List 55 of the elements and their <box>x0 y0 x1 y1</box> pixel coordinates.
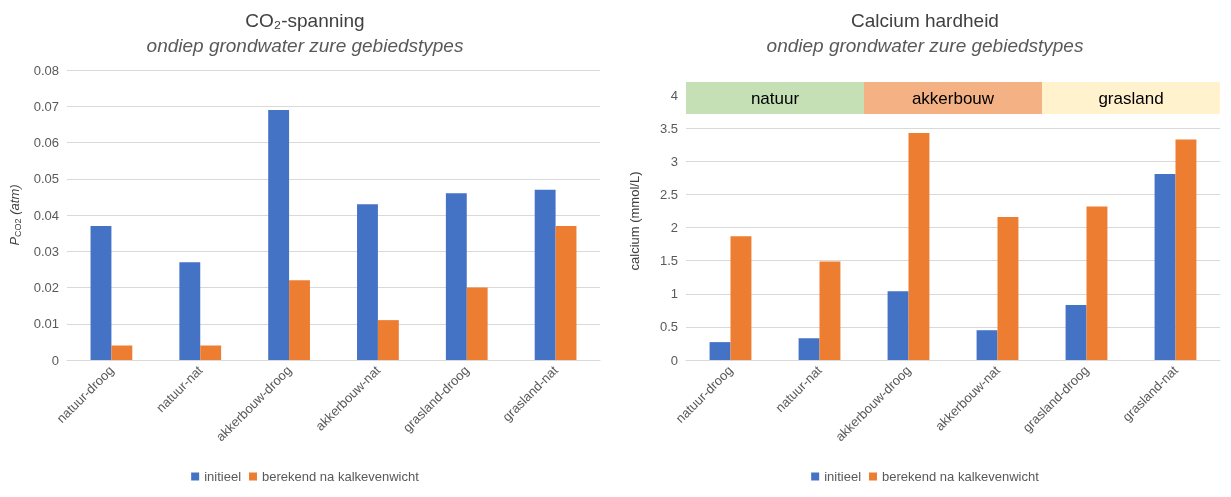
chart-title: Calcium hardheid <box>851 10 999 31</box>
y-tick-label: 0.07 <box>33 98 59 114</box>
bar <box>730 236 752 360</box>
y-tick-label: 4 <box>670 87 678 103</box>
bar <box>200 345 222 360</box>
legend-label: initieel <box>824 469 862 484</box>
legend-label: berekend na kalkevenwicht <box>262 469 420 484</box>
bar <box>534 189 556 360</box>
y-tick-label: 0.06 <box>33 135 59 150</box>
chart-subtitle: ondiep grondwater zure gebiedstypes <box>766 35 1084 56</box>
y-axis-title: calcium (mmol/L) <box>627 171 642 271</box>
bar <box>887 291 909 360</box>
band-label: natuur <box>750 88 800 108</box>
bar <box>819 261 841 360</box>
bar <box>179 262 201 360</box>
bar <box>445 193 467 360</box>
bar <box>1175 139 1197 360</box>
bar <box>90 225 112 360</box>
bar <box>466 287 488 360</box>
y-tick-label: 1.5 <box>659 253 678 269</box>
bar <box>111 345 133 360</box>
bar <box>357 204 378 360</box>
y-tick-label: 0.02 <box>33 280 59 295</box>
y-tick-label: 0.03 <box>33 243 59 259</box>
bar <box>1086 206 1108 360</box>
bar <box>555 225 577 360</box>
y-tick-label: 0.5 <box>659 319 678 335</box>
y-tick-label: 0.05 <box>33 171 59 187</box>
bar <box>997 217 1019 360</box>
y-tick-label: 0.08 <box>33 62 59 78</box>
bar <box>709 342 731 360</box>
bar <box>289 280 310 360</box>
bar <box>908 132 930 360</box>
y-tick-label: 0 <box>51 352 59 368</box>
bar <box>976 330 998 360</box>
chart-title: CO₂-spanning <box>245 10 365 31</box>
bar <box>268 109 290 360</box>
y-tick-label: 0 <box>670 352 678 368</box>
bar <box>1065 305 1087 360</box>
chart-subtitle: ondiep grondwater zure gebiedstypes <box>146 35 464 56</box>
y-tick-label: 0.04 <box>33 207 59 223</box>
band-label: akkerbouw <box>911 88 995 108</box>
bar <box>377 320 399 360</box>
y-tick-label: 3 <box>670 153 678 169</box>
y-tick-label: 2.5 <box>659 187 678 203</box>
y-tick-label: 0.01 <box>33 316 59 332</box>
y-tick-label: 1 <box>670 286 678 302</box>
y-tick-label: 2 <box>670 220 678 236</box>
bar <box>798 338 820 360</box>
y-axis-title: PCO2 (atm) <box>7 184 23 246</box>
legend-label: initieel <box>204 469 242 484</box>
y-tick-label: 3.5 <box>659 120 678 136</box>
legend-label: berekend na kalkevenwicht <box>882 469 1040 484</box>
bar <box>1154 174 1176 360</box>
band-label: grasland <box>1098 88 1164 108</box>
